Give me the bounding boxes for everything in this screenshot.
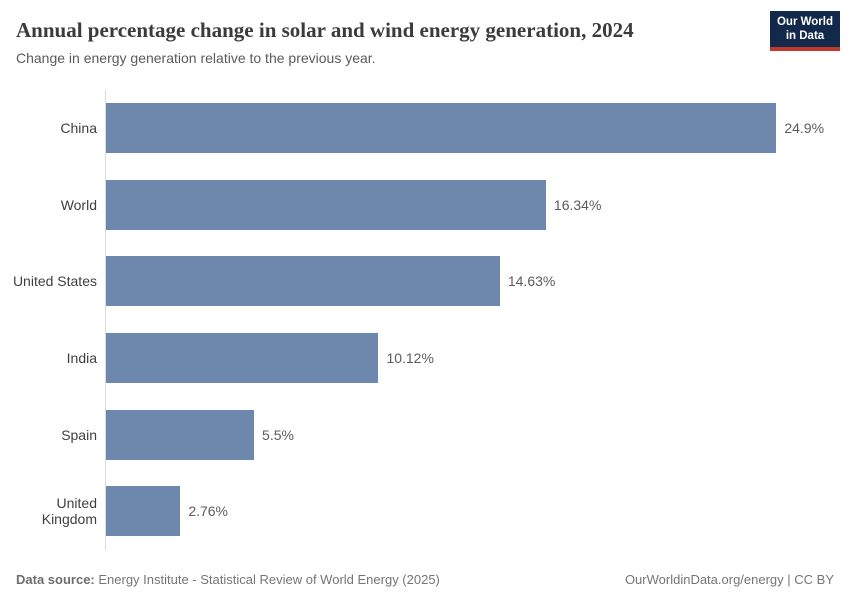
plot-area: 14.63% (105, 243, 850, 320)
plot-area: 2.76% (105, 472, 850, 550)
category-label: Spain (61, 426, 97, 443)
category-label: India (66, 350, 97, 367)
data-source-label: Data source: (16, 572, 95, 587)
value-label: 5.5% (262, 426, 294, 443)
chart-row: World 16.34% (0, 166, 850, 244)
bar-chart: China 24.9% World 16.34% United States 14.63%… (0, 90, 850, 550)
bar[interactable] (106, 179, 546, 230)
value-label: 2.76% (188, 503, 229, 520)
data-source-text: Energy Institute - Statistical Review of… (94, 572, 440, 587)
chart-header: Annual percentage change in solar and wi… (0, 0, 850, 67)
chart-row: Spain 5.5% (0, 396, 850, 473)
category-label: United States (12, 273, 97, 290)
chart-row: China 24.9% (0, 90, 850, 167)
page-subtitle: Change in energy generation relative to … (16, 50, 376, 66)
value-label: 16.34% (553, 196, 602, 213)
chart-row: India 10.12% (0, 319, 850, 397)
bar[interactable] (106, 486, 181, 537)
owid-logo-line2: in Data (785, 29, 825, 42)
bar[interactable] (106, 256, 500, 307)
category-label: United Kingdom (41, 495, 97, 528)
owid-logo[interactable]: Our World in Data (770, 11, 840, 51)
bar[interactable] (106, 103, 777, 154)
credit-link[interactable]: OurWorldinData.org/energy | CC BY (624, 572, 834, 587)
category-label: China (60, 120, 97, 137)
chart-footer: Data source: Energy Institute - Statisti… (16, 572, 834, 587)
page-title: Annual percentage change in solar and wi… (16, 18, 634, 42)
value-label: 24.9% (784, 120, 825, 137)
category-label: World (60, 196, 97, 213)
owid-logo-line1: Our World (776, 16, 833, 28)
plot-area: 16.34% (105, 166, 850, 244)
plot-area: 10.12% (105, 319, 850, 397)
value-label: 14.63% (507, 273, 556, 290)
data-source: Data source: Energy Institute - Statisti… (16, 572, 440, 587)
plot-area: 5.5% (105, 396, 850, 473)
bar[interactable] (106, 409, 255, 460)
chart-row: United Kingdom 2.76% (0, 472, 850, 550)
value-label: 10.12% (386, 350, 434, 367)
plot-area: 24.9% (105, 90, 850, 167)
chart-row: United States 14.63% (0, 243, 850, 320)
bar[interactable] (106, 333, 379, 384)
